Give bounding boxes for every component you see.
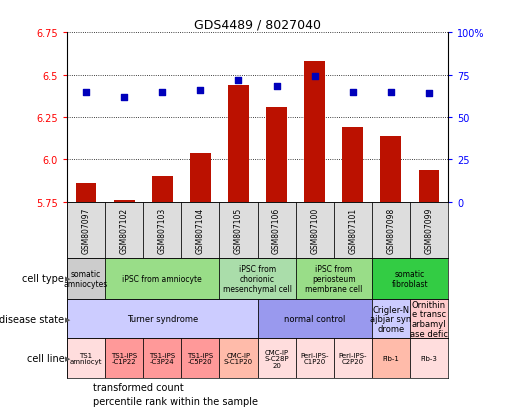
- Text: GSM807103: GSM807103: [158, 207, 167, 253]
- Text: GSM807101: GSM807101: [348, 207, 357, 253]
- Text: iPSC from amniocyte: iPSC from amniocyte: [123, 274, 202, 283]
- Bar: [410, 202, 448, 258]
- Text: Peri-IPS-
C2P20: Peri-IPS- C2P20: [338, 352, 367, 365]
- Text: GSM807102: GSM807102: [119, 207, 129, 253]
- Bar: [190, 153, 211, 202]
- Bar: [143, 202, 181, 258]
- Bar: [334, 202, 372, 258]
- Bar: [381, 136, 401, 202]
- Point: [120, 94, 128, 101]
- Bar: [372, 299, 410, 339]
- Bar: [67, 339, 105, 378]
- Text: Crigler-N
ajbjar syn
drome: Crigler-N ajbjar syn drome: [370, 305, 411, 333]
- Text: GSM807099: GSM807099: [424, 207, 434, 254]
- Bar: [114, 201, 134, 202]
- Bar: [228, 85, 249, 202]
- Point: [82, 89, 90, 95]
- Bar: [219, 258, 296, 299]
- Text: Fib-1: Fib-1: [383, 355, 399, 361]
- Text: transformed count: transformed count: [93, 382, 184, 392]
- Text: GSM807104: GSM807104: [196, 207, 205, 253]
- Text: Ornithin
e transc
arbamyl
ase defic: Ornithin e transc arbamyl ase defic: [410, 300, 448, 338]
- Title: GDS4489 / 8027040: GDS4489 / 8027040: [194, 19, 321, 32]
- Bar: [105, 258, 219, 299]
- Text: GSM807105: GSM807105: [234, 207, 243, 253]
- Bar: [342, 128, 363, 202]
- Bar: [105, 339, 143, 378]
- Text: ▶: ▶: [65, 355, 71, 361]
- Text: GSM807100: GSM807100: [310, 207, 319, 253]
- Bar: [296, 339, 334, 378]
- Text: TS1
amniocyt: TS1 amniocyt: [70, 352, 102, 365]
- Text: iPSC from
chorionic
mesenchymal cell: iPSC from chorionic mesenchymal cell: [223, 265, 292, 293]
- Point: [272, 84, 281, 90]
- Text: GSM807098: GSM807098: [386, 207, 396, 253]
- Text: normal control: normal control: [284, 315, 346, 323]
- Bar: [296, 258, 372, 299]
- Bar: [67, 299, 258, 339]
- Point: [196, 87, 204, 94]
- Bar: [76, 184, 96, 202]
- Bar: [296, 202, 334, 258]
- Bar: [266, 107, 287, 202]
- Text: TS1-iPS
-C3P24: TS1-iPS -C3P24: [149, 352, 175, 365]
- Bar: [410, 339, 448, 378]
- Point: [158, 89, 166, 95]
- Bar: [372, 202, 410, 258]
- Bar: [219, 339, 258, 378]
- Text: GSM807097: GSM807097: [81, 207, 91, 254]
- Point: [349, 89, 357, 95]
- Text: percentile rank within the sample: percentile rank within the sample: [93, 396, 258, 406]
- Bar: [258, 299, 372, 339]
- Text: TS1-iPS
-C5P20: TS1-iPS -C5P20: [187, 352, 213, 365]
- Text: cell line: cell line: [27, 353, 64, 363]
- Text: disease state: disease state: [0, 314, 64, 324]
- Text: Peri-IPS-
C1P20: Peri-IPS- C1P20: [300, 352, 329, 365]
- Text: cell type: cell type: [23, 274, 64, 284]
- Text: CMC-IP
S-C1P20: CMC-IP S-C1P20: [224, 352, 253, 365]
- Point: [234, 77, 243, 84]
- Bar: [258, 202, 296, 258]
- Text: CMC-IP
S-C28P
20: CMC-IP S-C28P 20: [264, 349, 289, 368]
- Bar: [67, 258, 105, 299]
- Bar: [181, 339, 219, 378]
- Text: TS1-iPS
-C1P22: TS1-iPS -C1P22: [111, 352, 137, 365]
- Bar: [67, 202, 105, 258]
- Text: ▶: ▶: [65, 316, 71, 322]
- Bar: [334, 339, 372, 378]
- Point: [425, 91, 433, 97]
- Bar: [143, 339, 181, 378]
- Text: Turner syndrome: Turner syndrome: [127, 315, 198, 323]
- Text: somatic
fibroblast: somatic fibroblast: [391, 269, 428, 288]
- Text: somatic
amniocytes: somatic amniocytes: [64, 269, 108, 288]
- Bar: [105, 202, 143, 258]
- Bar: [410, 299, 448, 339]
- Bar: [304, 62, 325, 202]
- Text: iPSC from
periosteum
membrane cell: iPSC from periosteum membrane cell: [305, 265, 363, 293]
- Text: GSM807106: GSM807106: [272, 207, 281, 253]
- Bar: [419, 170, 439, 202]
- Bar: [219, 202, 258, 258]
- Point: [387, 89, 395, 95]
- Bar: [152, 177, 173, 202]
- Bar: [372, 258, 448, 299]
- Text: ▶: ▶: [65, 276, 71, 282]
- Bar: [372, 339, 410, 378]
- Bar: [258, 339, 296, 378]
- Point: [311, 74, 319, 81]
- Bar: [181, 202, 219, 258]
- Text: Fib-3: Fib-3: [421, 355, 437, 361]
